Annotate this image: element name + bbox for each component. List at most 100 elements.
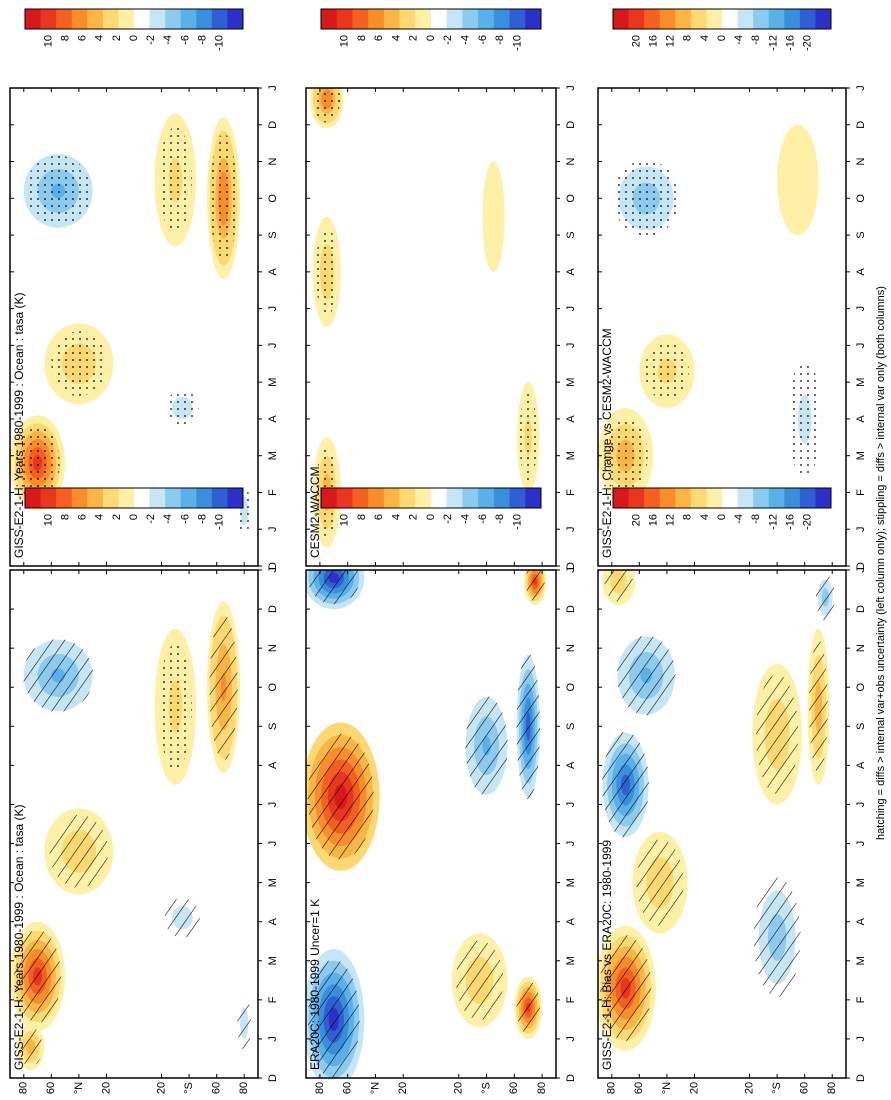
month-tick-label: D	[565, 1074, 577, 1082]
colorbar-tick-label: 8	[59, 35, 71, 41]
month-tick-label: D	[565, 562, 577, 570]
month-tick-label: S	[565, 231, 577, 238]
colorbar-tick-label: 10	[338, 514, 350, 526]
colorbar-swatch	[644, 9, 661, 29]
colorbar-frame	[320, 8, 542, 30]
colorbar-swatch	[493, 9, 511, 29]
latitude-tick-label: 20	[743, 1082, 755, 1094]
colorbar-tick-label: -2	[442, 35, 454, 45]
hatching-region	[18, 1026, 43, 1067]
month-tick-label: J	[855, 526, 867, 532]
colorbar-swatch	[659, 9, 676, 29]
colorbar-frame	[24, 487, 244, 509]
colorbar-swatch	[675, 9, 692, 29]
month-tick-label: J	[267, 526, 279, 532]
month-tick-label: O	[855, 194, 867, 203]
colorbar-swatch	[321, 9, 338, 29]
panel-right-middle: DJFMAMJJASONDJ8060°N2020°S6080CESM2-WACC…	[305, 8, 577, 582]
colorbar-swatch	[25, 488, 42, 508]
month-tick-label: N	[855, 158, 867, 166]
month-tick-label: J	[565, 802, 577, 808]
colorbar-swatch	[134, 9, 151, 29]
latitude-tick-label: °N	[73, 1082, 85, 1094]
colorbar-swatch	[383, 9, 401, 29]
anomaly-contour	[491, 207, 496, 226]
colorbar-tick-label: 16	[647, 514, 659, 526]
colorbar-tick-label: 6	[373, 35, 385, 41]
colorbar-swatch	[336, 9, 353, 29]
latitude-tick-label: 60	[45, 1082, 57, 1094]
colorbar-frame	[320, 487, 542, 509]
colorbar-swatch	[784, 9, 801, 29]
hatching-region	[14, 929, 61, 1023]
colorbar-tick-label: -2	[145, 35, 157, 45]
month-tick-label: J	[267, 841, 279, 847]
colorbar-swatch	[722, 9, 739, 29]
latitude-tick-label: 60	[633, 1082, 645, 1094]
latitude-tick-label: 60	[799, 1082, 811, 1094]
stippling-region	[210, 133, 237, 264]
colorbar-swatch	[768, 488, 785, 508]
footer-note: hatching = diffs > internal var+obs unce…	[875, 286, 887, 840]
colorbar-swatch	[415, 488, 432, 508]
latitude-tick-label: 80	[606, 1082, 618, 1094]
month-tick-label: O	[565, 683, 577, 692]
colorbar-tick-label: -2	[145, 514, 157, 524]
colorbar-tick-label: -8	[750, 35, 762, 45]
hatching-region	[307, 733, 374, 860]
latitude-tick-label: 20	[688, 1082, 700, 1094]
hatching-region	[756, 674, 799, 794]
panel-title: CESM2-WACCM	[308, 466, 322, 558]
stippling-region	[315, 227, 338, 316]
colorbar-tick-label: -4	[733, 35, 745, 45]
hatching-region	[164, 897, 200, 938]
colorbar-tick-label: -16	[784, 514, 796, 530]
month-tick-label: J	[855, 306, 867, 312]
colorbar-swatch	[71, 9, 88, 29]
month-tick-label: D	[855, 121, 867, 129]
month-tick-label: A	[267, 761, 279, 769]
latitude-tick-label: °N	[369, 1082, 381, 1094]
colorbar-frame	[612, 8, 832, 30]
colorbar-tick-label: 2	[111, 35, 123, 41]
month-tick-label: S	[565, 723, 577, 730]
hatching-region	[815, 574, 835, 621]
colorbar-tick-label: -4	[162, 514, 174, 524]
panel-title: GISS-E2-1-H: Change vs CESM2-WACCM	[600, 328, 614, 558]
colorbar-tick-label: 0	[128, 514, 140, 520]
panel-right-top: DJFMAMJJASONDJ8060°N2020°S6080GISS-E2-1-…	[9, 8, 279, 582]
month-tick-label: A	[855, 761, 867, 769]
latitude-tick-label: 80	[18, 1082, 30, 1094]
month-tick-label: J	[267, 306, 279, 312]
colorbar-swatch	[446, 9, 463, 29]
colorbar-swatch	[211, 9, 228, 29]
hatching-region	[516, 653, 541, 800]
hatching-region	[602, 731, 649, 839]
stippling-region	[51, 331, 107, 397]
stippling-region	[603, 417, 648, 494]
colorbar-tick-label: 4	[94, 514, 106, 520]
colorbar-tick-label: -6	[477, 35, 489, 45]
month-tick-label: A	[565, 415, 577, 423]
colorbar-tick-label: 0	[716, 514, 728, 520]
colorbar-tick-label: 2	[408, 514, 420, 520]
colorbar-swatch	[478, 488, 495, 508]
colorbar-swatch	[211, 488, 228, 508]
colorbar-tick-label: -4	[459, 514, 471, 524]
colorbar-tick-label: -4	[459, 35, 471, 45]
colorbar-swatch	[478, 9, 495, 29]
colorbar-tick-label: -4	[733, 514, 745, 524]
colorbar-frame	[24, 8, 244, 30]
latitude-tick-label: 20	[155, 1082, 167, 1094]
hatching-region	[456, 940, 504, 1021]
hatching-region	[809, 640, 828, 774]
month-tick-label: A	[855, 917, 867, 925]
colorbar-swatch	[102, 9, 119, 29]
colorbar-tick-label: -20	[802, 514, 814, 530]
colorbar-swatch	[196, 488, 213, 508]
colorbar-tick-label: -6	[477, 514, 489, 524]
colorbar-swatch	[87, 488, 104, 508]
colorbar-tick-label: -6	[179, 514, 191, 524]
latitude-tick-label: °S	[771, 1082, 783, 1094]
month-tick-label: J	[855, 841, 867, 847]
